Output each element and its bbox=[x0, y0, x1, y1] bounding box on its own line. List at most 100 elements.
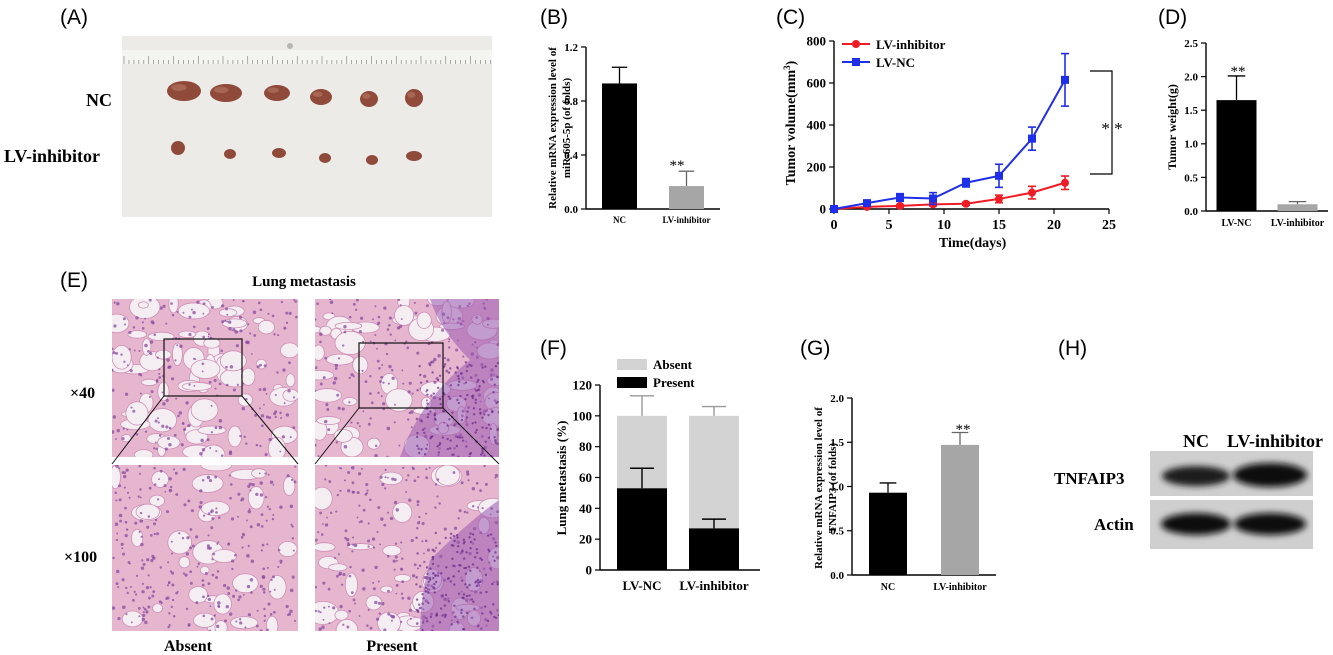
histo1-nucleus-18 bbox=[289, 436, 292, 439]
histo3-nucleus-176 bbox=[258, 472, 261, 475]
histo3-nucleus-269 bbox=[168, 582, 171, 585]
histo1-alveolus-43 bbox=[190, 398, 219, 422]
histo3-alveolus-13 bbox=[200, 465, 232, 472]
histo4-tumor-cell-21 bbox=[477, 624, 480, 627]
histo2-nucleus-199 bbox=[383, 306, 387, 310]
histo2-tumor-cell-140 bbox=[457, 401, 461, 405]
histo2-tumor-cell-64 bbox=[481, 416, 484, 419]
histo2-alveolus-37 bbox=[315, 388, 343, 403]
histo4-tumor-cell-104 bbox=[426, 572, 429, 576]
histo4-nucleus-243 bbox=[407, 596, 411, 600]
histo1-nucleus-185 bbox=[228, 326, 232, 331]
histo4-nucleus-196 bbox=[471, 487, 476, 491]
histo2-tumor-cell-69 bbox=[419, 373, 422, 377]
histo2-nucleus-4 bbox=[447, 346, 451, 349]
histo1-nucleus-87 bbox=[130, 406, 133, 409]
histo4-alveolus-6 bbox=[382, 544, 402, 557]
ruler-pin bbox=[287, 43, 293, 49]
histo4-tumor-cell-23 bbox=[422, 597, 425, 600]
band-tnfaip3-nc bbox=[1162, 466, 1230, 486]
histo4-nucleus-3 bbox=[375, 617, 380, 621]
histo2-tumor-cell-37 bbox=[496, 442, 499, 445]
histo1-nucleus-146 bbox=[128, 348, 131, 351]
histo3-nucleus-229 bbox=[170, 540, 173, 543]
histo3-nucleus-18 bbox=[227, 591, 231, 595]
histo2-nucleus-127 bbox=[433, 357, 437, 362]
histo1-nucleus-51 bbox=[258, 388, 262, 391]
histo2-nucleus-174 bbox=[342, 344, 345, 347]
histo2-nucleus-28 bbox=[462, 355, 465, 358]
histo4-tumor-cell-126 bbox=[475, 584, 479, 588]
histo2-tumor-cell-70 bbox=[451, 411, 454, 414]
histo2-tumor-cell-152 bbox=[460, 418, 464, 422]
histo2-tumor-cell-41 bbox=[426, 388, 429, 392]
histo2-tumor-cell-134 bbox=[437, 451, 441, 454]
histo1-nucleus-127 bbox=[283, 326, 287, 330]
histo2-tumor-cell-120 bbox=[423, 453, 427, 456]
histo1-nucleus-140 bbox=[201, 362, 205, 366]
histo2-tumor-cell-110 bbox=[465, 445, 468, 448]
histo2-nucleus-17 bbox=[370, 401, 374, 405]
tumor-lv-1 bbox=[224, 149, 236, 159]
histo4-nucleus-61 bbox=[322, 618, 325, 621]
histo3-nucleus-1 bbox=[244, 626, 247, 629]
histo1-nucleus-107 bbox=[210, 404, 213, 407]
C-xtick-label-0: 0 bbox=[831, 218, 838, 233]
ruler-strip bbox=[122, 50, 492, 64]
histo2-tumor-cell-58 bbox=[471, 396, 475, 400]
C-xtick-label-5: 25 bbox=[1102, 218, 1116, 233]
histo3-nucleus-203 bbox=[171, 598, 175, 602]
histo3-alveolus-6 bbox=[214, 620, 228, 631]
chart-f: 0 20 40 60 80 100 120 LV-NC LV-inhibitor Lung met… bbox=[554, 357, 760, 593]
histo1-nucleus-20 bbox=[268, 416, 272, 420]
histo3-nucleus-96 bbox=[277, 548, 281, 552]
histo1-nucleus-168 bbox=[265, 392, 268, 395]
histo3-nucleus-197 bbox=[197, 562, 201, 566]
histo1-nucleus-19 bbox=[112, 430, 115, 434]
histo4-tumor-cell-92 bbox=[473, 607, 476, 611]
histo1-nucleus-74 bbox=[168, 443, 172, 447]
histo1-nucleus-215 bbox=[196, 300, 200, 304]
histo4-nucleus-76 bbox=[353, 543, 358, 548]
histo4-nucleus-44 bbox=[358, 521, 361, 524]
D-ytick-label-3: 1.5 bbox=[1184, 105, 1198, 117]
histo4-nucleus-18 bbox=[395, 559, 398, 562]
panel-f-letter: (F) bbox=[540, 337, 567, 360]
histo4-nucleus-246 bbox=[351, 481, 355, 485]
histo3-alveolus-20 bbox=[268, 575, 287, 600]
histo4-nucleus-226 bbox=[416, 521, 420, 525]
histo4-nucleus-126 bbox=[335, 574, 339, 578]
histo3-nucleus-188 bbox=[206, 544, 210, 548]
histo1-nucleus-183 bbox=[283, 402, 286, 405]
histo4-tumor-cell-17 bbox=[415, 583, 418, 586]
histo1-nucleus-135 bbox=[144, 430, 148, 433]
C-xtick-label-1: 5 bbox=[886, 218, 893, 233]
histo3-nucleus-91 bbox=[246, 519, 248, 522]
histo3-nucleus-114 bbox=[146, 525, 150, 529]
histo2-tumor-cell-129 bbox=[490, 410, 494, 414]
histo1-nucleus-201 bbox=[288, 311, 292, 315]
histo4-nucleus-52 bbox=[367, 522, 370, 525]
histo2-nucleus-23 bbox=[348, 315, 352, 319]
histo2-nucleus-22 bbox=[389, 333, 392, 336]
d-significance: ** bbox=[1231, 64, 1246, 80]
histo3-nucleus-52 bbox=[114, 522, 119, 527]
histo2-tumor-cell-127 bbox=[481, 426, 484, 429]
histo1-nucleus-209 bbox=[122, 427, 125, 430]
histo3-nucleus-43 bbox=[120, 542, 124, 546]
C-series-1-point-0 bbox=[830, 205, 838, 213]
F-legend-swatch-present bbox=[617, 377, 647, 388]
histo1-nucleus-27 bbox=[158, 376, 162, 379]
histo1-nucleus-4 bbox=[180, 443, 184, 447]
histo4-nucleus-252 bbox=[366, 489, 369, 492]
histo2-nucleus-167 bbox=[372, 318, 374, 321]
histo3-nucleus-201 bbox=[202, 514, 206, 517]
histo1-nucleus-105 bbox=[135, 316, 139, 320]
histo2-tumor-cell-150 bbox=[464, 397, 467, 401]
histo1-nucleus-112 bbox=[213, 378, 217, 383]
b-ylabel-line1: Relative mRNA expression level of bbox=[547, 47, 559, 209]
histo1-nucleus-22 bbox=[225, 307, 228, 311]
histo1-alveolus-50 bbox=[141, 378, 158, 386]
histo2-tumor-cell-115 bbox=[458, 436, 462, 439]
histo4-tumor-cell-45 bbox=[457, 592, 461, 596]
